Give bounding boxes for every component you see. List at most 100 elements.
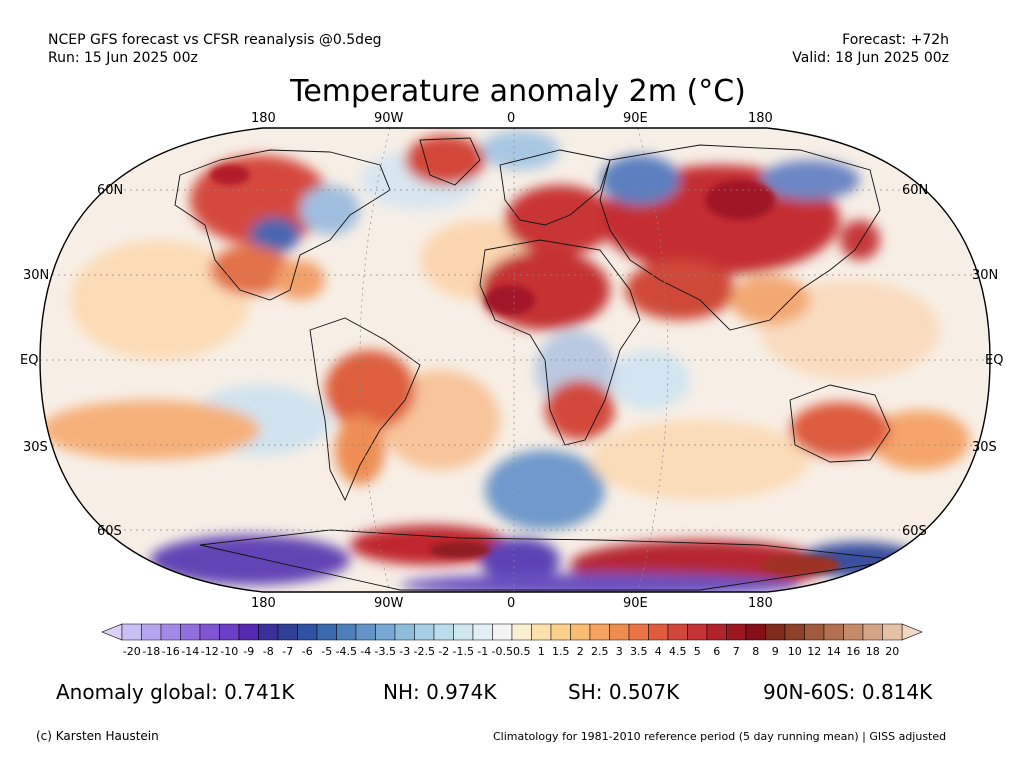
colorbar-swatch bbox=[765, 623, 786, 641]
lon-label-top-2: 90W bbox=[374, 111, 404, 126]
colorbar-tick-label: -3 bbox=[399, 645, 411, 658]
lon-label-top-3: 0 bbox=[507, 111, 516, 126]
lat-label-right-60s: 60S bbox=[902, 524, 927, 539]
colorbar-tick-label: 2.5 bbox=[591, 645, 609, 658]
colorbar-tick-label: 16 bbox=[846, 645, 861, 658]
colorbar-tick-label: 9 bbox=[771, 645, 779, 658]
colorbar-swatch bbox=[316, 623, 337, 641]
credit-text: (c) Karsten Haustein bbox=[36, 729, 159, 743]
lat-label-left-60s: 60S bbox=[97, 524, 122, 539]
colorbar-tick-label: -1 bbox=[477, 645, 489, 658]
colorbar-tick-label: 1 bbox=[537, 645, 545, 658]
colorbar-swatch bbox=[375, 623, 396, 641]
colorbar-tick-label: -2 bbox=[438, 645, 450, 658]
colorbar-tick-label: -12 bbox=[200, 645, 219, 658]
map-title: Temperature anomaly 2m (°C) bbox=[290, 74, 746, 109]
colorbar-tick-label: -18 bbox=[142, 645, 161, 658]
colorbar-tick-label: -16 bbox=[161, 645, 180, 658]
anomaly-field bbox=[40, 128, 990, 592]
colorbar-tick-label: -8 bbox=[262, 645, 274, 658]
colorbar-swatch bbox=[492, 623, 513, 641]
colorbar-tick-label: 6 bbox=[713, 645, 721, 658]
colorbar-swatch bbox=[355, 623, 376, 641]
colorbar-swatch bbox=[336, 623, 357, 641]
lat-label-right-30n: 30N bbox=[972, 268, 999, 283]
map-frame bbox=[39, 127, 991, 593]
lon-label-bottom-4: 90E bbox=[623, 596, 648, 611]
colorbar-tick-label: -7 bbox=[282, 645, 294, 658]
colorbar-tick-label: -14 bbox=[181, 645, 200, 658]
colorbar-swatch bbox=[121, 623, 142, 641]
lon-label-top-1: 180 bbox=[251, 111, 276, 126]
lat-label-right-30s: 30S bbox=[972, 440, 997, 455]
colorbar-swatch bbox=[823, 623, 844, 641]
colorbar-tick-label: -20 bbox=[122, 645, 141, 658]
lon-label-top-5: 180 bbox=[748, 111, 773, 126]
colorbar-tick-label: 14 bbox=[826, 645, 841, 658]
colorbar-tick-label: -5 bbox=[321, 645, 333, 658]
colorbar-swatch bbox=[570, 623, 591, 641]
header-left: NCEP GFS forecast vs CFSR reanalysis @0.… bbox=[48, 31, 382, 67]
colorbar-swatch bbox=[531, 623, 552, 641]
stat-nh-anomaly: NH: 0.974K bbox=[383, 680, 497, 704]
colorbar-swatch bbox=[843, 623, 864, 641]
colorbar-swatch bbox=[238, 623, 259, 641]
model-description: NCEP GFS forecast vs CFSR reanalysis @0.… bbox=[48, 32, 382, 48]
colorbar-swatch bbox=[648, 623, 669, 641]
stat-90n-60s-anomaly: 90N-60S: 0.814K bbox=[763, 680, 933, 704]
lat-label-right-60n: 60N bbox=[902, 183, 929, 198]
coastlines bbox=[174, 137, 901, 591]
stat-sh-anomaly: SH: 0.507K bbox=[568, 680, 680, 704]
colorbar-tick-label: -1.5 bbox=[452, 645, 474, 658]
colorbar-tick-label: 3.5 bbox=[630, 645, 648, 658]
colorbar-tick-label: -10 bbox=[220, 645, 239, 658]
colorbar-swatch bbox=[687, 623, 708, 641]
lat-label-left-60n: 60N bbox=[97, 183, 124, 198]
colorbar-swatch bbox=[394, 623, 415, 641]
colorbar-swatch bbox=[784, 623, 805, 641]
colorbar-tick-label: 3 bbox=[615, 645, 623, 658]
colorbar-tick-label: 5 bbox=[693, 645, 701, 658]
colorbar-swatch bbox=[726, 623, 747, 641]
colorbar-swatch bbox=[453, 623, 474, 641]
colorbar-swatch bbox=[667, 623, 688, 641]
colorbar-swatch bbox=[414, 623, 435, 641]
colorbar-tick-label: 2 bbox=[576, 645, 584, 658]
colorbar-swatch bbox=[180, 623, 201, 641]
colorbar-tick-label: -9 bbox=[243, 645, 255, 658]
colorbar-swatch bbox=[472, 623, 493, 641]
colorbar-swatch bbox=[706, 623, 727, 641]
valid-time: Valid: 18 Jun 2025 00z bbox=[792, 50, 949, 66]
lat-label-left-30n: 30N bbox=[23, 268, 50, 283]
colorbar-tick-label: -4.5 bbox=[335, 645, 357, 658]
colorbar-min-arrow bbox=[101, 623, 123, 641]
colorbar-tick-label: 0.5 bbox=[513, 645, 531, 658]
lon-label-top-4: 90E bbox=[623, 111, 648, 126]
world-map bbox=[39, 127, 991, 593]
colorbar-max-arrow bbox=[901, 623, 923, 641]
colorbar-swatch bbox=[882, 623, 903, 641]
colorbar-swatch bbox=[433, 623, 454, 641]
colorbar-swatch bbox=[609, 623, 630, 641]
colorbar-tick-label: 8 bbox=[752, 645, 760, 658]
run-time: Run: 15 Jun 2025 00z bbox=[48, 50, 198, 66]
colorbar-tick-label: 20 bbox=[885, 645, 900, 658]
header-right: Forecast: +72h Valid: 18 Jun 2025 00z bbox=[792, 31, 949, 67]
colorbar-swatch bbox=[745, 623, 766, 641]
colorbar-swatch bbox=[219, 623, 240, 641]
lon-label-bottom-3: 0 bbox=[507, 596, 516, 611]
colorbar-swatch bbox=[511, 623, 532, 641]
colorbar-tick-label: 4.5 bbox=[669, 645, 687, 658]
lon-label-bottom-2: 90W bbox=[374, 596, 404, 611]
colorbar-tick-label: 1.5 bbox=[552, 645, 570, 658]
forecast-hour: Forecast: +72h bbox=[842, 32, 949, 48]
colorbar-tick-label: -6 bbox=[301, 645, 313, 658]
colorbar-swatch bbox=[804, 623, 825, 641]
stat-global-anomaly: Anomaly global: 0.741K bbox=[56, 680, 295, 704]
climatology-note: Climatology for 1981-2010 reference peri… bbox=[493, 730, 947, 743]
lat-label-left-eq: EQ bbox=[20, 353, 39, 368]
lat-label-right-eq: EQ bbox=[985, 353, 1004, 368]
colorbar-tick-label: -3.5 bbox=[374, 645, 396, 658]
colorbar-swatch bbox=[297, 623, 318, 641]
colorbar-swatch bbox=[628, 623, 649, 641]
